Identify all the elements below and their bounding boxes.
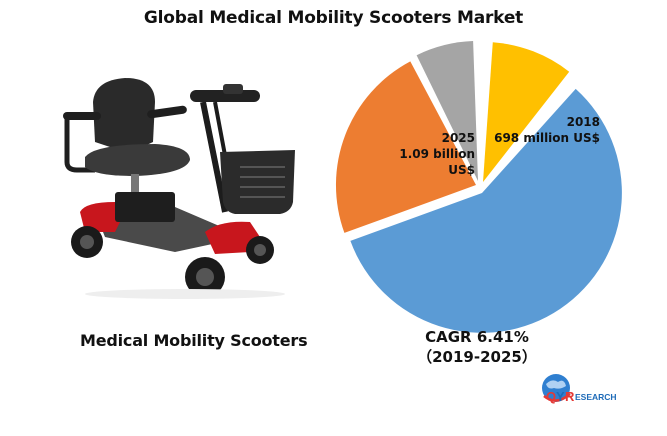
logo-r: R xyxy=(565,389,575,404)
label-2018: 2018 698 million US$ xyxy=(480,114,600,146)
logo-rest: ESEARCH xyxy=(575,392,617,402)
qyresearch-logo: Q Y R ESEARCH xyxy=(542,374,617,404)
pie-slice-yellow xyxy=(483,42,570,182)
mobility-scooter-image xyxy=(63,78,295,299)
label-2018-year: 2018 xyxy=(566,115,600,129)
pie-slice-gray xyxy=(416,41,478,181)
pie-slice-orange xyxy=(335,61,476,233)
chart-title: Global Medical Mobility Scooters Market xyxy=(143,8,524,28)
product-label: Medical Mobility Scooters xyxy=(80,331,308,350)
label-2025-year: 2025 xyxy=(441,131,475,145)
cagr-value: CAGR 6.41% xyxy=(425,328,529,346)
label-2025: 2025 1.09 billion US$ xyxy=(370,130,475,178)
label-2018-value: 698 million US$ xyxy=(494,131,600,145)
logo-q: Q xyxy=(546,389,556,404)
market-pie-chart xyxy=(335,41,622,333)
cagr-annotation: CAGR 6.41% （2019-2025） xyxy=(412,327,542,367)
label-2025-value: 1.09 billion US$ xyxy=(399,147,475,177)
pie-slice-blue xyxy=(350,88,622,333)
cagr-period: （2019-2025） xyxy=(417,348,537,366)
logo-y: Y xyxy=(556,389,565,404)
